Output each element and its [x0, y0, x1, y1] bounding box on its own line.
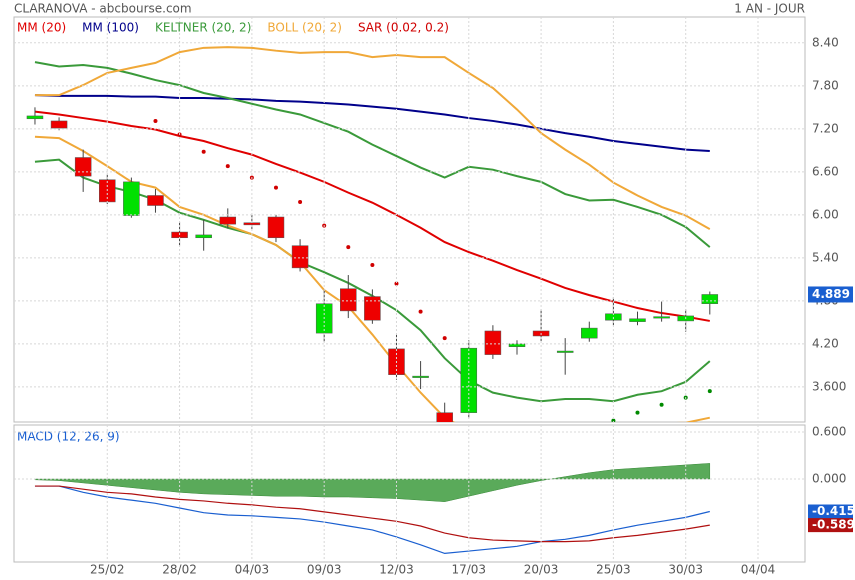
legend-entry: KELTNER (20, 2): [155, 21, 251, 35]
x-tick-label: 25/03: [596, 563, 631, 577]
y-tick-label: 0.600: [812, 425, 846, 439]
candle-body: [340, 288, 357, 312]
period: 1 AN - JOUR: [734, 2, 805, 16]
candle-body: [267, 216, 285, 239]
price-panel: [13, 16, 806, 423]
sar-dot: [273, 185, 278, 190]
sar-dot: [563, 426, 567, 430]
sar-dot: [659, 402, 664, 407]
histogram-area: [34, 463, 711, 502]
candle-body: [123, 181, 140, 216]
price-plot: [26, 46, 719, 446]
chart-title: CLARANOVA - abcbourse.com: [14, 2, 192, 16]
y-tick-label: 6.60: [812, 164, 839, 178]
candle-body: [436, 412, 453, 422]
x-tick-label: 20/03: [524, 563, 559, 577]
candle-body: [147, 195, 164, 206]
sar-dot: [611, 418, 616, 422]
candle-body: [701, 294, 719, 304]
y-tick-label: 4.20: [812, 336, 839, 350]
x-tick-label: 30/03: [668, 563, 703, 577]
y-tick-label: 0.000: [812, 472, 846, 486]
candle-body: [556, 350, 574, 353]
x-tick-label: 12/03: [379, 563, 414, 577]
x-tick-label: 04/03: [235, 563, 270, 577]
sar-dot: [635, 410, 640, 415]
line: [34, 485, 710, 543]
sar-dot: [153, 118, 158, 123]
legend-entry: SAR (0.02, 0.2): [358, 21, 449, 35]
y-tick-label: 7.80: [812, 78, 839, 92]
candle-body: [243, 222, 261, 226]
candle-body: [291, 245, 309, 269]
candle-body: [508, 343, 526, 347]
x-tick-label: 25/02: [90, 563, 125, 577]
legend-entry: MM (20): [17, 21, 66, 35]
y-tick-label: 7.20: [812, 121, 839, 135]
y-tick-label: 8.40: [812, 35, 839, 49]
last-value-box: [808, 518, 853, 533]
sar-dot: [442, 336, 447, 341]
y-tick-label: 5.40: [812, 250, 839, 264]
x-tick-label: 17/03: [451, 563, 486, 577]
sar-dot: [707, 389, 712, 394]
sar-dot: [346, 245, 351, 250]
line: [34, 46, 711, 231]
last-price-box: [808, 286, 853, 303]
y-tick-label: 6.00: [812, 207, 839, 221]
sar-dot: [418, 309, 423, 314]
sar-dot: [201, 149, 206, 154]
y-tick-label: 3.600: [812, 379, 846, 393]
last-value: -0.589: [812, 518, 855, 532]
candle-body: [412, 375, 429, 378]
sar-dot: [298, 199, 303, 204]
candle-body: [219, 216, 237, 225]
line: [34, 135, 711, 422]
sar-dot: [394, 281, 399, 286]
x-tick-label: 04/04: [741, 563, 776, 577]
candle-body: [364, 296, 381, 321]
x-tick-label: 28/02: [162, 563, 197, 577]
sar-dot: [515, 436, 519, 440]
sar-dot: [225, 164, 230, 169]
sar-dot: [587, 422, 591, 426]
sar-dot: [491, 442, 495, 446]
last-price: 4.889: [812, 287, 850, 301]
candle-body: [653, 316, 670, 319]
legend-entry: MM (100): [82, 21, 139, 35]
macd-panel: [13, 424, 806, 563]
sar-dot: [370, 263, 375, 268]
x-tick-label: 09/03: [307, 563, 342, 577]
candle-body: [195, 234, 212, 239]
legend-entry: BOLL (20, 2): [267, 21, 342, 35]
candle-body: [629, 318, 646, 322]
macd-title: MACD (12, 26, 9): [17, 430, 120, 444]
candle-body: [460, 347, 478, 413]
candle-body: [50, 120, 68, 129]
candle-body: [581, 327, 598, 339]
candle-body: [74, 157, 92, 177]
macd-plot: [34, 463, 711, 554]
line: [34, 485, 710, 554]
line: [34, 94, 710, 153]
last-value-box: [808, 504, 853, 519]
line: [34, 61, 711, 248]
last-value: -0.415: [812, 504, 855, 518]
candle-body: [484, 330, 502, 355]
candle-body: [26, 115, 44, 120]
